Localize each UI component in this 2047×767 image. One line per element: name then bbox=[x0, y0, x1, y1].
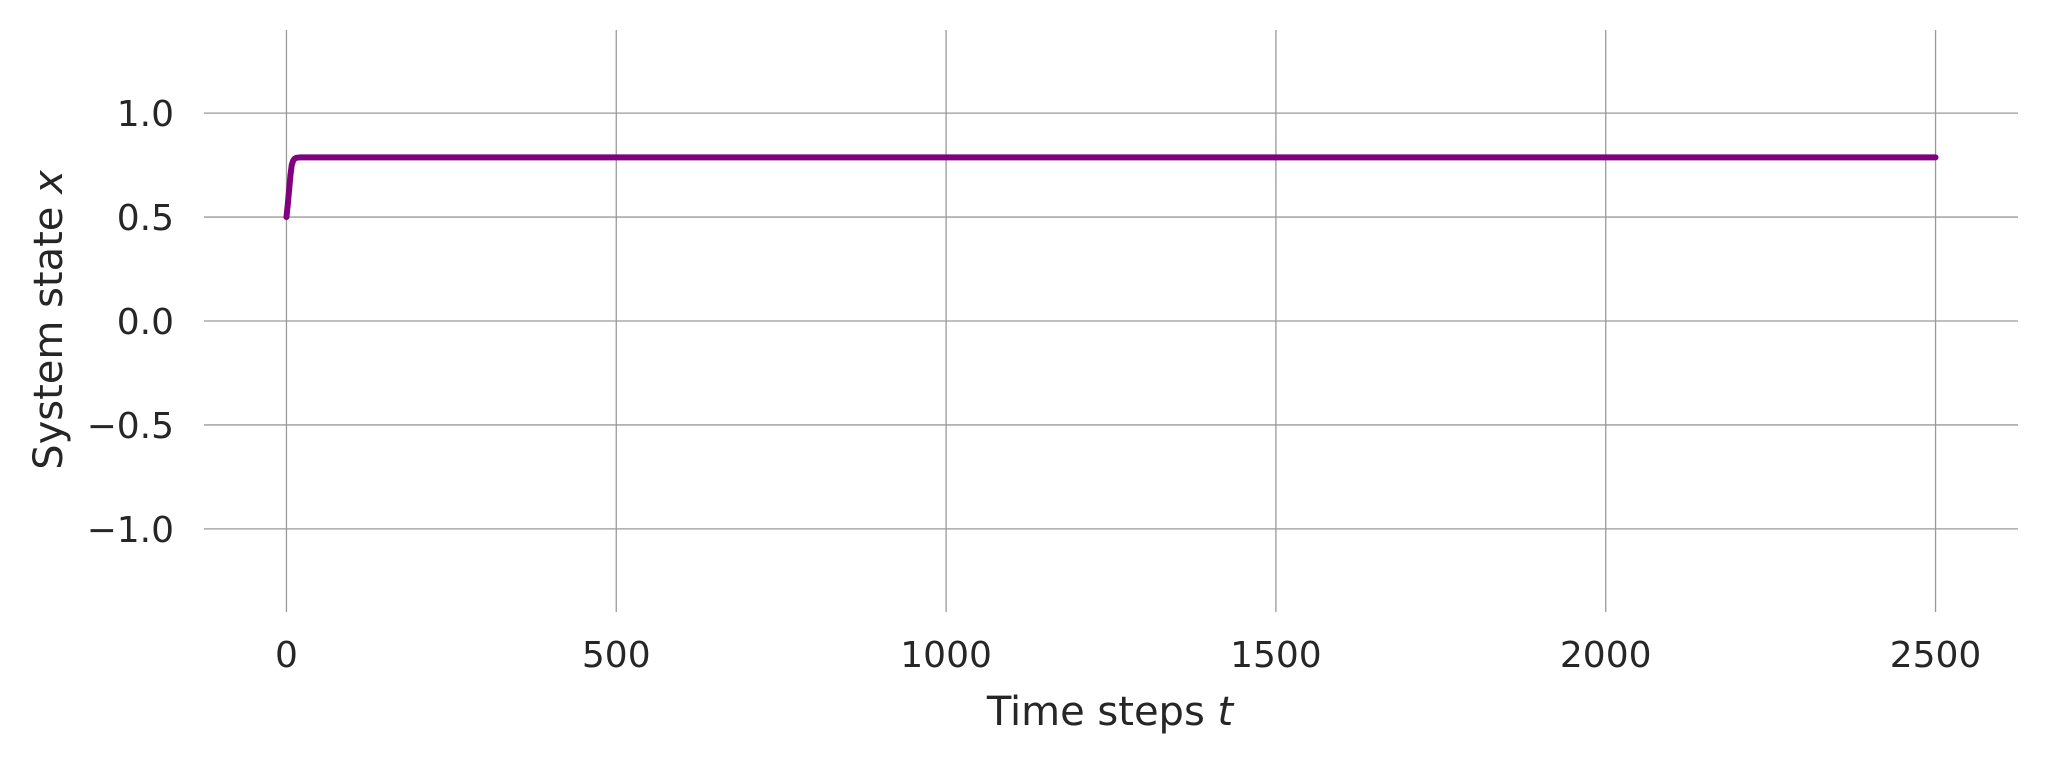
series-line-0 bbox=[283, 154, 1939, 221]
y-tick-label: 0.5 bbox=[117, 198, 174, 239]
y-axis-label-symbol: x bbox=[26, 170, 72, 196]
y-axis-label: System state x bbox=[26, 170, 72, 470]
x-tick-label: 1000 bbox=[900, 635, 992, 676]
x-axis-label-text: Time steps bbox=[986, 689, 1218, 735]
y-tick-label: 0.0 bbox=[117, 302, 174, 343]
x-tick-label: 1500 bbox=[1230, 635, 1322, 676]
series-group bbox=[283, 154, 1939, 221]
y-tick-label: −1.0 bbox=[87, 510, 174, 551]
x-axis-label-symbol: t bbox=[1218, 689, 1235, 735]
x-tick-label: 2500 bbox=[1890, 635, 1982, 676]
tick-labels: 0 500 1000 1500 2000 2500 1.0 0.5 0.0 −0.5 −1.0 bbox=[87, 94, 1982, 676]
x-tick-label: 500 bbox=[582, 635, 651, 676]
x-tick-label: 2000 bbox=[1560, 635, 1652, 676]
x-axis-label: Time steps t bbox=[986, 689, 1235, 735]
y-tick-label: 1.0 bbox=[117, 94, 174, 135]
y-tick-label: −0.5 bbox=[87, 406, 174, 447]
x-tick-label: 0 bbox=[275, 635, 298, 676]
grid bbox=[204, 30, 2018, 612]
y-axis-label-text: System state bbox=[26, 194, 72, 470]
